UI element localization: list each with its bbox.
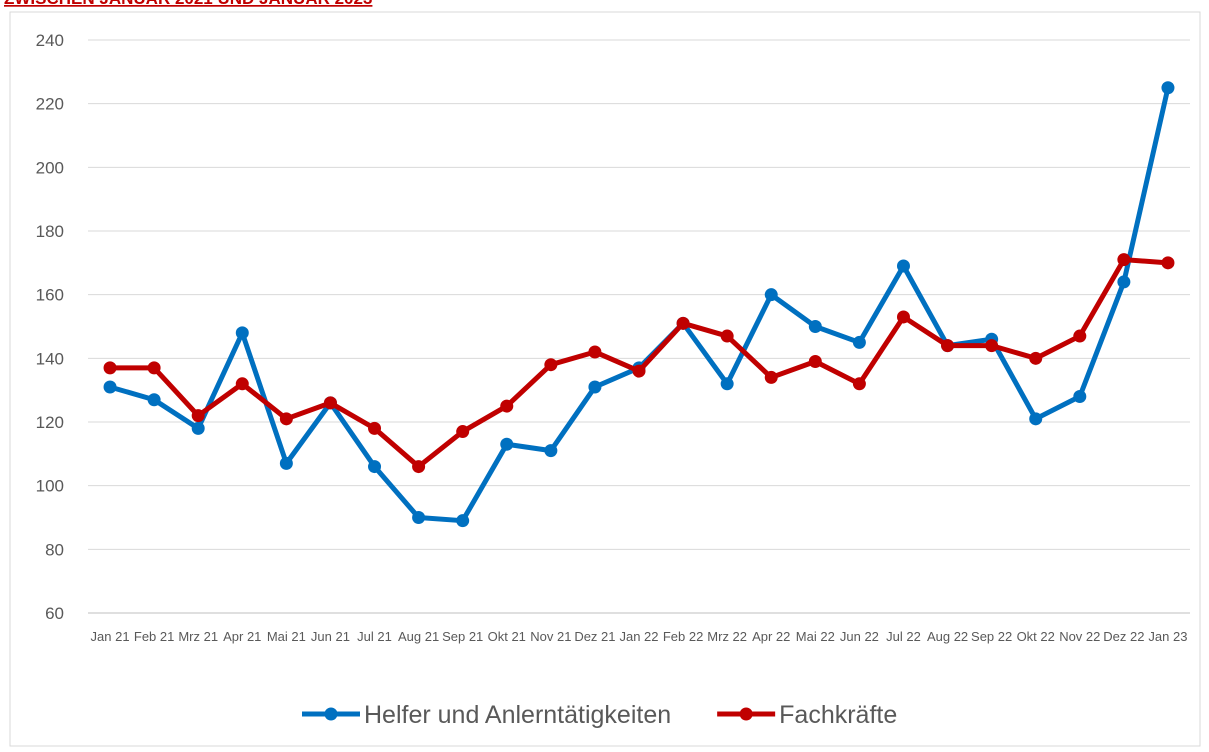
x-tick-label: Apr 22 — [752, 629, 790, 644]
x-tick-label: Sep 22 — [971, 629, 1012, 644]
data-point — [1161, 256, 1175, 270]
data-point — [191, 409, 205, 423]
data-point — [500, 437, 514, 451]
x-tick-label: Jun 21 — [311, 629, 350, 644]
data-point — [720, 377, 734, 391]
x-tick-label: Jan 23 — [1148, 629, 1187, 644]
x-tick-label: Jan 21 — [91, 629, 130, 644]
data-point — [1073, 390, 1087, 404]
x-tick-label: Okt 21 — [488, 629, 526, 644]
x-tick-label: Jul 22 — [886, 629, 921, 644]
data-point — [1117, 253, 1131, 267]
data-point — [544, 444, 558, 458]
y-tick-label: 180 — [36, 222, 64, 241]
x-tick-label: Okt 22 — [1017, 629, 1055, 644]
x-tick-label: Mai 21 — [267, 629, 306, 644]
data-point — [191, 421, 205, 435]
x-tick-label: Aug 22 — [927, 629, 968, 644]
y-tick-label: 200 — [36, 158, 64, 177]
data-point — [544, 358, 558, 372]
data-point — [720, 329, 734, 343]
x-tick-label: Feb 22 — [663, 629, 703, 644]
chart-title: ZWISCHEN JANUAR 2021 UND JANUAR 2023 — [4, 0, 372, 8]
x-tick-label: Jan 22 — [619, 629, 658, 644]
x-tick-label: Dez 22 — [1103, 629, 1144, 644]
y-tick-label: 240 — [36, 31, 64, 50]
data-point — [279, 456, 293, 470]
data-point — [1161, 81, 1175, 95]
y-tick-label: 60 — [45, 604, 64, 623]
legend-label: Helfer und Anlerntätigkeiten — [364, 701, 671, 729]
legend-marker — [324, 707, 338, 721]
data-point — [588, 345, 602, 359]
data-point — [985, 339, 999, 353]
data-point — [368, 460, 382, 474]
x-tick-label: Sep 21 — [442, 629, 483, 644]
data-point — [1117, 275, 1131, 289]
data-point — [808, 320, 822, 333]
y-tick-label: 220 — [36, 95, 64, 114]
data-point — [368, 421, 382, 435]
x-tick-label: Nov 21 — [530, 629, 571, 644]
data-point — [941, 339, 955, 353]
data-point — [764, 288, 778, 302]
data-point — [808, 355, 822, 369]
data-point — [500, 399, 514, 413]
data-point — [279, 412, 293, 426]
data-point — [235, 326, 249, 340]
data-point — [412, 511, 426, 524]
data-point — [1073, 329, 1087, 343]
data-point — [632, 364, 646, 378]
data-point — [323, 396, 337, 410]
data-point — [412, 460, 426, 474]
x-tick-label: Mai 22 — [796, 629, 835, 644]
data-point — [456, 425, 470, 439]
data-point — [852, 335, 866, 349]
y-tick-label: 160 — [36, 286, 64, 305]
data-point — [896, 259, 910, 273]
data-point — [1029, 351, 1043, 365]
y-tick-label: 80 — [45, 540, 64, 559]
data-point — [103, 380, 117, 394]
data-point — [852, 377, 866, 391]
data-point — [103, 361, 117, 375]
data-point — [1029, 412, 1043, 426]
legend-label: Fachkräfte — [779, 701, 897, 729]
data-point — [147, 393, 161, 407]
chart-border — [9, 11, 1201, 747]
x-tick-label: Nov 22 — [1059, 629, 1100, 644]
x-tick-label: Mrz 21 — [178, 629, 218, 644]
data-point — [896, 310, 910, 324]
data-point — [147, 361, 161, 375]
data-point — [235, 377, 249, 391]
y-tick-label: 140 — [36, 349, 64, 368]
data-point — [588, 380, 602, 394]
x-tick-label: Apr 21 — [223, 629, 261, 644]
x-tick-label: Jun 22 — [840, 629, 879, 644]
y-tick-label: 120 — [36, 413, 64, 432]
data-point — [456, 514, 470, 528]
y-tick-label: 100 — [36, 477, 64, 496]
data-point — [676, 316, 690, 330]
legend-marker — [739, 707, 753, 721]
x-tick-label: Aug 21 — [398, 629, 439, 644]
series-line — [109, 87, 1171, 524]
x-tick-label: Feb 21 — [134, 629, 174, 644]
data-point — [764, 370, 778, 384]
x-tick-label: Jul 21 — [357, 629, 392, 644]
x-tick-label: Dez 21 — [574, 629, 615, 644]
x-tick-label: Mrz 22 — [707, 629, 747, 644]
